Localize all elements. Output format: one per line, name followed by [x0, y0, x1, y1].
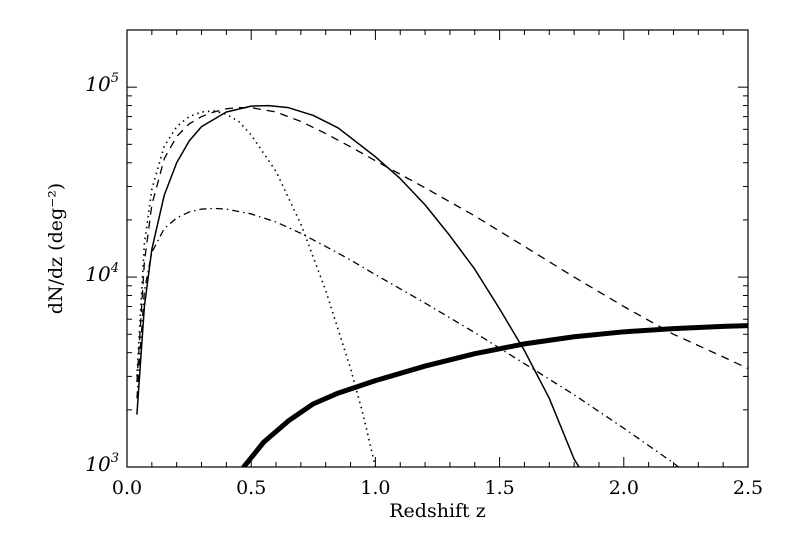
series-dashed-line — [136, 107, 748, 383]
x-tick-label: 1.5 — [484, 477, 514, 499]
x-tick-label: 0.0 — [112, 477, 142, 499]
x-axis-title: Redshift z — [389, 500, 486, 522]
series-dotted-line — [136, 110, 377, 467]
x-tick-label: 2.0 — [609, 477, 639, 499]
ticks-layer — [126, 29, 749, 468]
x-tick-label: 2.5 — [733, 477, 763, 499]
series-layer — [136, 104, 748, 467]
y-tick-label: 105 — [85, 71, 119, 96]
series-dash-dot-line — [136, 207, 679, 467]
x-tick-label: 0.5 — [236, 477, 266, 499]
series-thick-solid-line — [241, 323, 748, 467]
y-tick-label: 103 — [85, 451, 119, 476]
plot-frame — [126, 29, 749, 468]
y-tick-label: 104 — [85, 261, 119, 286]
y-axis-title: dN/dz (deg⁻²) — [45, 183, 67, 314]
x-tick-label: 1.0 — [360, 477, 390, 499]
series-solid-line — [136, 104, 580, 467]
labels-layer: 0.0 0.5 1.0 1.5 2.0 2.5 103 104 105 — [85, 71, 763, 499]
